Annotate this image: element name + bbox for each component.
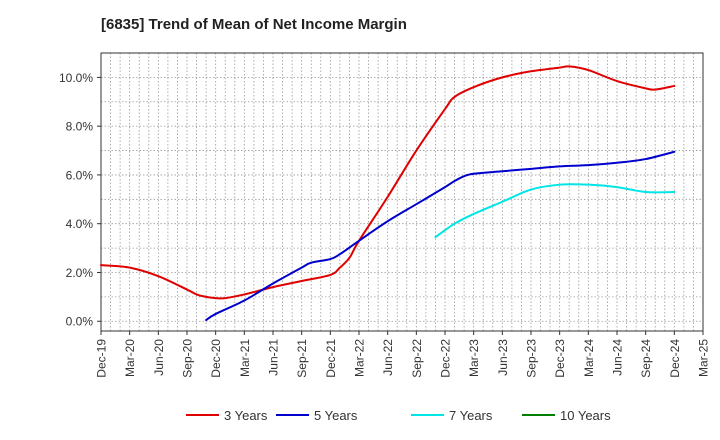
legend: 3 Years 5 Years 7 Years 10 Years (186, 408, 611, 423)
x-tick-label: Jun-24 (611, 339, 625, 376)
x-tick-label: Mar-20 (123, 339, 137, 377)
chart-title: [6835] Trend of Mean of Net Income Margi… (101, 16, 407, 33)
x-tick-label: Sep-22 (410, 339, 424, 378)
x-tick-label: Sep-20 (181, 339, 195, 378)
x-tick-label: Sep-21 (295, 339, 309, 378)
series-line-7-years (434, 183, 676, 239)
legend-label: 5 Years (314, 408, 358, 423)
y-tick-label: 8.0% (66, 120, 94, 134)
x-tick-label: Mar-22 (353, 339, 367, 377)
x-tick-label: Jun-22 (381, 339, 395, 376)
y-tick-label: 10.0% (59, 71, 93, 85)
x-tick-label: Mar-25 (697, 339, 711, 377)
plot-frame (100, 52, 704, 332)
legend-item: 3 Years (186, 408, 268, 423)
x-tick-label: Dec-19 (95, 339, 109, 378)
x-tick-label: Sep-23 (525, 339, 539, 378)
y-tick-label: 2.0% (66, 266, 94, 280)
x-tick-label: Dec-21 (324, 339, 338, 378)
x-tick-label: Jun-23 (496, 339, 510, 376)
x-tick-label: Dec-22 (439, 339, 453, 378)
x-tick-label: Dec-20 (209, 339, 223, 378)
series-line-5-years (205, 150, 676, 322)
grid-lines (101, 53, 703, 331)
y-tick-label: 0.0% (66, 315, 94, 329)
legend-label: 3 Years (224, 408, 268, 423)
x-tick-label: Mar-23 (467, 339, 481, 377)
x-tick-label: Mar-21 (238, 339, 252, 377)
legend-label: 10 Years (560, 408, 611, 423)
y-tick-label: 4.0% (66, 217, 94, 231)
y-tick-label: 6.0% (66, 168, 94, 182)
legend-label: 7 Years (449, 408, 493, 423)
legend-item: 5 Years (276, 408, 358, 423)
plot-area (101, 53, 703, 331)
x-tick-label: Sep-24 (639, 339, 653, 378)
x-tick-label: Jun-21 (267, 339, 281, 376)
x-tick-label: Dec-24 (668, 339, 682, 378)
x-tick-label: Dec-23 (553, 339, 567, 378)
x-tick-label: Mar-24 (582, 339, 596, 377)
legend-item: 10 Years (522, 408, 611, 423)
x-tick-label: Jun-20 (152, 339, 166, 376)
legend-item: 7 Years (411, 408, 493, 423)
